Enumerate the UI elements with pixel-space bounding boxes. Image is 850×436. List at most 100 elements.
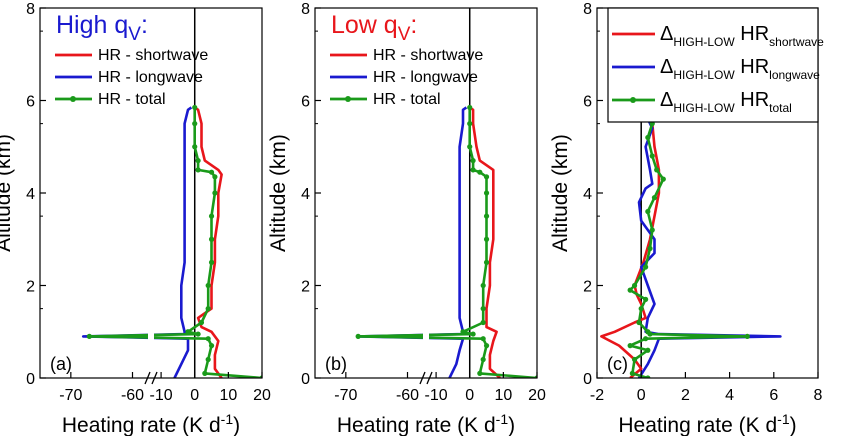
series-marker-tot bbox=[470, 158, 476, 164]
x-tick-label: -10 bbox=[425, 387, 448, 404]
series-marker-tot bbox=[631, 282, 638, 289]
series-marker-tot bbox=[205, 336, 211, 342]
x-tick-label: 20 bbox=[253, 387, 271, 404]
x-tick-label: -2 bbox=[590, 387, 604, 404]
series-marker-tot bbox=[645, 134, 651, 141]
y-tick-label: 2 bbox=[301, 279, 310, 296]
y-tick-label: 0 bbox=[583, 371, 592, 388]
series-line-sw bbox=[193, 106, 223, 378]
x-tick-label: 10 bbox=[219, 387, 237, 404]
y-tick-label: 4 bbox=[583, 186, 592, 203]
series-marker-tot bbox=[627, 343, 633, 349]
panel-label: (a) bbox=[50, 354, 72, 374]
chart-title: Low qV: bbox=[331, 11, 417, 45]
series-marker-tot bbox=[480, 319, 486, 326]
y-axis-title: Altitude (km) bbox=[0, 134, 15, 252]
y-tick-label: 8 bbox=[26, 1, 35, 18]
x-tick-label: 0 bbox=[637, 387, 646, 404]
axis-break-gap bbox=[148, 10, 154, 376]
series-marker-tot bbox=[645, 208, 651, 215]
series-marker-tot bbox=[202, 370, 208, 376]
series-marker-tot bbox=[195, 331, 201, 337]
panel-label: (b) bbox=[325, 354, 347, 374]
series-line-lw bbox=[81, 106, 193, 378]
series-marker-tot bbox=[185, 329, 191, 335]
legend-label-tot: HR - total bbox=[373, 91, 441, 108]
series-line-tot bbox=[356, 107, 537, 378]
series-marker-tot bbox=[483, 259, 490, 265]
y-tick-label: 6 bbox=[26, 94, 35, 111]
x-tick-label: 20 bbox=[528, 387, 546, 404]
x-axis-title: Heating rate (K d-1) bbox=[337, 411, 515, 436]
series-marker-tot bbox=[647, 245, 653, 252]
legend-marker-tot bbox=[70, 96, 76, 102]
legend-label-sw: HR - shortwave bbox=[98, 47, 208, 64]
series-marker-tot bbox=[645, 329, 651, 335]
series-marker-tot bbox=[208, 213, 215, 219]
series-marker-tot bbox=[483, 343, 490, 349]
legend-label-tot: ΔHIGH-LOW HRtotal bbox=[660, 89, 792, 115]
series-marker-tot bbox=[645, 347, 651, 353]
y-axis-title: Altitude (km) bbox=[267, 134, 290, 252]
legend-label-tot: HR - total bbox=[98, 91, 166, 108]
series-marker-tot bbox=[192, 121, 198, 127]
series-marker-tot bbox=[483, 174, 490, 180]
series-marker-tot bbox=[638, 306, 644, 312]
series-group bbox=[81, 104, 262, 378]
x-tick-label: 0 bbox=[190, 387, 199, 404]
legend-box bbox=[607, 7, 819, 123]
y-tick-label: 2 bbox=[583, 279, 592, 296]
legend-marker-tot bbox=[630, 97, 636, 103]
series-marker-tot bbox=[480, 306, 486, 312]
series-marker-tot bbox=[649, 227, 655, 233]
series-marker-tot bbox=[483, 236, 490, 242]
y-tick-label: 2 bbox=[26, 279, 35, 296]
series-marker-tot bbox=[208, 259, 215, 265]
panel-label: (c) bbox=[607, 354, 628, 374]
series-marker-tot bbox=[649, 153, 655, 159]
series-marker-tot bbox=[744, 333, 750, 339]
series-line-sw bbox=[600, 106, 661, 378]
series-marker-tot bbox=[480, 336, 486, 342]
x-axis-title: Heating rate (K d-1) bbox=[62, 411, 240, 436]
series-marker-tot bbox=[651, 195, 658, 201]
series-marker-tot bbox=[192, 144, 198, 150]
series-marker-tot bbox=[198, 319, 205, 326]
series-marker-tot bbox=[483, 190, 490, 196]
x-tick-label: -70 bbox=[59, 387, 82, 404]
y-tick-label: 8 bbox=[583, 1, 592, 18]
legend: ΔHIGH-LOW HRshortwave ΔHIGH-LOW HRlongwav… bbox=[607, 7, 824, 123]
series-marker-tot bbox=[467, 144, 473, 150]
series-marker-tot bbox=[212, 190, 218, 196]
series-marker-tot bbox=[86, 333, 92, 339]
series-marker-tot bbox=[631, 356, 638, 363]
y-tick-label: 0 bbox=[26, 371, 35, 388]
series-marker-tot bbox=[208, 169, 215, 175]
y-tick-label: 6 bbox=[583, 94, 592, 111]
series-group bbox=[355, 104, 537, 378]
x-tick-label: -60 bbox=[121, 387, 144, 404]
x-tick-label: 10 bbox=[494, 387, 512, 404]
series-marker-tot bbox=[467, 104, 473, 111]
legend-label-lw: HR - longwave bbox=[98, 69, 203, 86]
y-tick-label: 6 bbox=[301, 94, 310, 111]
x-tick-label: 4 bbox=[725, 387, 734, 404]
y-axis-title: Altitude (km) bbox=[549, 134, 572, 252]
series-marker-tot bbox=[212, 174, 218, 180]
legend-label-sw: ΔHIGH-LOW HRshortwave bbox=[660, 23, 824, 49]
series-marker-tot bbox=[208, 343, 215, 349]
legend-label-lw: ΔHIGH-LOW HRlongwave bbox=[660, 56, 820, 82]
chart-title: High qV: bbox=[56, 11, 148, 45]
legend: High qV: HR - shortwave HR - longwave HR - … bbox=[55, 11, 208, 108]
series-marker-tot bbox=[192, 104, 198, 111]
series-marker-tot bbox=[480, 356, 486, 363]
series-marker-tot bbox=[660, 176, 666, 182]
series-marker-tot bbox=[205, 306, 211, 312]
series-marker-tot bbox=[627, 287, 633, 293]
series-marker-tot bbox=[534, 375, 537, 378]
chart-panel-2: 0 2 4 6 8 -70 -60 -10 0 10 20 Heating rate (K d-1) A… bbox=[267, 1, 546, 436]
series-marker-tot bbox=[355, 333, 361, 339]
series-marker-tot bbox=[470, 167, 476, 173]
